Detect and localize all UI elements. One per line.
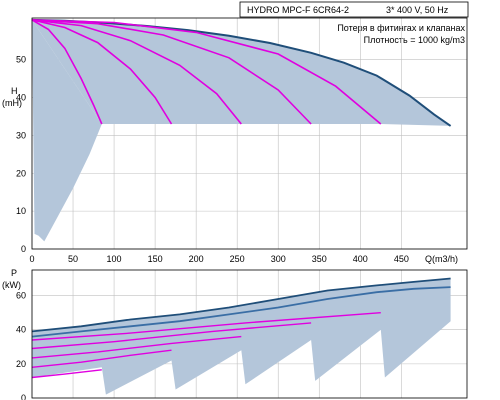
head-xlabel: Q(m3/h) [425,254,458,264]
x-tick-label: 150 [148,254,163,264]
x-tick-label: 350 [312,254,327,264]
power-area-band [32,278,451,398]
head-area-upper [32,19,451,126]
head-operating-area [32,19,451,242]
y-tick-label: 0 [21,244,26,254]
x-tick-label: 450 [394,254,409,264]
x-tick-label: 300 [271,254,286,264]
head-series-pump-3 [31,19,242,125]
chart-header: HYDRO MPC-F 6CR64-2 3* 400 V, 50 Hz [239,1,469,18]
x-tick-label: 250 [230,254,245,264]
head-y-ticks: 0 10 20 30 40 50 [16,55,26,254]
head-series-pump-2 [31,19,173,125]
power-series-pump-5 [31,312,381,341]
y-tick-label: 40 [16,93,26,103]
y-tick-label: 30 [16,130,26,140]
power-ylabel-symbol: P [11,268,17,278]
head-curves [31,18,452,127]
x-tick-label: 400 [353,254,368,264]
x-tick-label: 0 [29,254,34,264]
power-series-pump-1 [31,369,102,379]
power-plot-frame [31,269,468,399]
y-tick-label: 0 [21,393,26,400]
power-chart: 0 20 40 60 P (kW) [2,268,468,400]
power-curves [31,277,451,379]
note-density: Плотность = 1000 kg/m3 [364,35,465,45]
header-box [239,1,469,18]
head-series-pump-1 [31,19,103,125]
x-tick-label: 50 [68,254,78,264]
power-series-pump-4 [31,322,312,350]
y-tick-label: 20 [16,359,26,369]
y-tick-label: 20 [16,168,26,178]
y-tick-label: 60 [16,291,26,301]
x-tick-label: 200 [189,254,204,264]
power-y-ticks: 0 20 40 60 [16,291,26,400]
y-tick-label: 50 [16,55,26,65]
head-plot-frame [31,17,468,250]
power-series-min [31,286,451,338]
head-ylabel-symbol: H [11,86,18,96]
power-series-max [31,277,451,333]
head-area-tail [32,19,102,242]
power-series-pump-3 [31,335,242,359]
x-tick-label: 100 [107,254,122,264]
y-tick-label: 40 [16,325,26,335]
power-series-pump-2 [31,349,172,368]
head-x-ticks: 0 50 100 150 200 250 300 350 400 450 [29,254,408,264]
header-model: HYDRO MPC-F 6CR64-2 [247,5,349,15]
y-tick-label: 10 [16,206,26,216]
power-ylabel-unit: (kW) [2,280,21,290]
head-series-pump-4 [31,19,312,125]
power-operating-area [32,278,451,398]
header-supply: 3* 400 V, 50 Hz [386,5,449,15]
head-series-pump-5 [31,19,382,125]
head-ylabel-unit: (mH) [2,98,22,108]
